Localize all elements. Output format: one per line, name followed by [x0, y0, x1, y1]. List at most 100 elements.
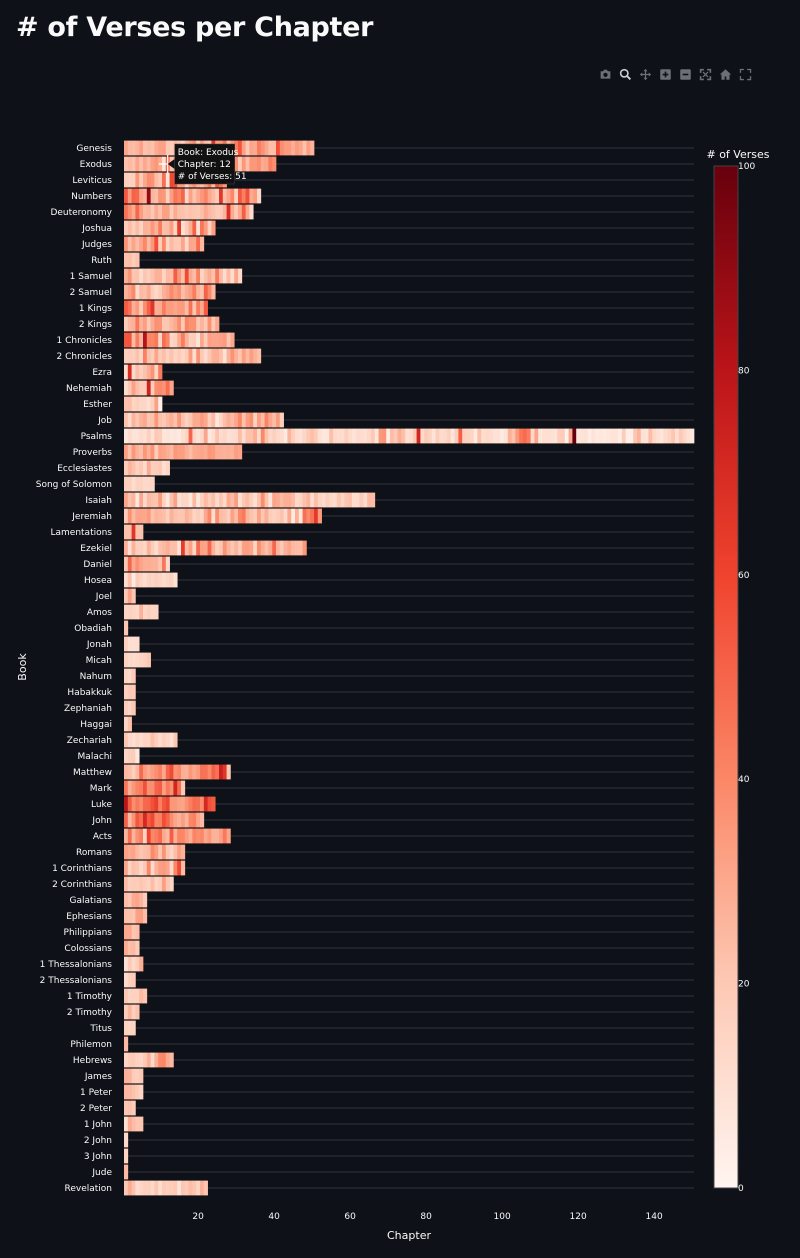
heatmap-cell[interactable]	[135, 428, 140, 444]
heatmap-cell[interactable]	[184, 220, 189, 236]
heatmap-cell[interactable]	[146, 204, 151, 220]
heatmap-cell[interactable]	[150, 220, 155, 236]
heatmap-cell[interactable]	[253, 156, 258, 172]
heatmap-cell[interactable]	[135, 364, 140, 380]
heatmap-cell[interactable]	[131, 252, 136, 268]
heatmap-cell[interactable]	[139, 764, 144, 780]
heatmap-cell[interactable]	[131, 1068, 136, 1084]
heatmap-cell[interactable]	[165, 556, 170, 572]
heatmap-cell[interactable]	[131, 1116, 136, 1132]
heatmap-cell[interactable]	[158, 1180, 163, 1196]
heatmap-cell[interactable]	[184, 300, 189, 316]
heatmap-cell[interactable]	[127, 924, 132, 940]
heatmap-cell[interactable]	[203, 444, 208, 460]
heatmap-cell[interactable]	[131, 652, 136, 668]
heatmap-cell[interactable]	[158, 876, 163, 892]
heatmap-cell[interactable]	[203, 300, 208, 316]
heatmap-cell[interactable]	[257, 412, 262, 428]
heatmap-cell[interactable]	[143, 476, 148, 492]
heatmap-cell[interactable]	[200, 796, 205, 812]
heatmap-cell[interactable]	[135, 1052, 140, 1068]
heatmap-cell[interactable]	[150, 204, 155, 220]
heatmap-cell[interactable]	[131, 892, 136, 908]
heatmap-cell[interactable]	[162, 316, 167, 332]
heatmap-cell[interactable]	[572, 428, 577, 444]
heatmap-cell[interactable]	[173, 188, 178, 204]
heatmap-cell[interactable]	[150, 828, 155, 844]
heatmap-cell[interactable]	[181, 540, 186, 556]
heatmap-cell[interactable]	[184, 188, 189, 204]
heatmap-cell[interactable]	[124, 748, 129, 764]
heatmap-cell[interactable]	[150, 556, 155, 572]
heatmap-cell[interactable]	[154, 220, 159, 236]
heatmap-cell[interactable]	[454, 428, 459, 444]
heatmap-cell[interactable]	[287, 492, 292, 508]
heatmap-cell[interactable]	[177, 828, 182, 844]
heatmap-cell[interactable]	[131, 1100, 136, 1116]
heatmap-cell[interactable]	[192, 540, 197, 556]
heatmap-cell[interactable]	[127, 348, 132, 364]
heatmap-cell[interactable]	[124, 220, 129, 236]
heatmap-cell[interactable]	[215, 540, 220, 556]
heatmap-cell[interactable]	[146, 844, 151, 860]
heatmap-cell[interactable]	[154, 572, 159, 588]
heatmap-cell[interactable]	[507, 428, 512, 444]
heatmap-cell[interactable]	[124, 1084, 129, 1100]
heatmap-cell[interactable]	[150, 860, 155, 876]
heatmap-cell[interactable]	[146, 652, 151, 668]
heatmap-cell[interactable]	[219, 428, 224, 444]
heatmap-cell[interactable]	[169, 204, 174, 220]
heatmap-cell[interactable]	[382, 428, 387, 444]
heatmap-cell[interactable]	[264, 156, 269, 172]
heatmap-cell[interactable]	[241, 540, 246, 556]
heatmap-cell[interactable]	[165, 572, 170, 588]
heatmap-cell[interactable]	[462, 428, 467, 444]
heatmap-cell[interactable]	[177, 316, 182, 332]
heatmap-cell[interactable]	[184, 540, 189, 556]
heatmap-cell[interactable]	[355, 492, 360, 508]
heatmap-cell[interactable]	[177, 188, 182, 204]
heatmap-cell[interactable]	[192, 204, 197, 220]
heatmap-cell[interactable]	[150, 796, 155, 812]
heatmap-cell[interactable]	[169, 412, 174, 428]
heatmap-cell[interactable]	[230, 492, 235, 508]
heatmap-cell[interactable]	[188, 348, 193, 364]
heatmap-cell[interactable]	[165, 220, 170, 236]
heatmap-cell[interactable]	[173, 428, 178, 444]
heatmap-cell[interactable]	[211, 764, 216, 780]
heatmap-cell[interactable]	[656, 428, 661, 444]
heatmap-cell[interactable]	[150, 604, 155, 620]
heatmap-cell[interactable]	[165, 540, 170, 556]
heatmap-cell[interactable]	[154, 316, 159, 332]
heatmap-cell[interactable]	[181, 796, 186, 812]
heatmap-cell[interactable]	[131, 812, 136, 828]
heatmap-cell[interactable]	[188, 204, 193, 220]
heatmap-cell[interactable]	[143, 332, 148, 348]
heatmap-cell[interactable]	[154, 460, 159, 476]
heatmap-cell[interactable]	[173, 300, 178, 316]
heatmap-cell[interactable]	[143, 1180, 148, 1196]
heatmap-cell[interactable]	[215, 412, 220, 428]
heatmap-cell[interactable]	[557, 428, 562, 444]
heatmap-cell[interactable]	[124, 508, 129, 524]
heatmap-cell[interactable]	[150, 540, 155, 556]
heatmap-cell[interactable]	[203, 284, 208, 300]
heatmap-cell[interactable]	[196, 764, 201, 780]
heatmap-cell[interactable]	[173, 220, 178, 236]
heatmap-cell[interactable]	[230, 444, 235, 460]
heatmap-cell[interactable]	[181, 1180, 186, 1196]
heatmap-cell[interactable]	[165, 428, 170, 444]
heatmap-cell[interactable]	[139, 908, 144, 924]
heatmap-cell[interactable]	[272, 540, 277, 556]
heatmap-cell[interactable]	[196, 268, 201, 284]
heatmap-cell[interactable]	[127, 764, 132, 780]
heatmap-cell[interactable]	[249, 188, 254, 204]
heatmap-cell[interactable]	[139, 860, 144, 876]
heatmap-cell[interactable]	[127, 332, 132, 348]
heatmap-cell[interactable]	[203, 508, 208, 524]
heatmap-cell[interactable]	[143, 780, 148, 796]
heatmap-cell[interactable]	[245, 540, 250, 556]
heatmap-cell[interactable]	[143, 316, 148, 332]
heatmap-cell[interactable]	[184, 828, 189, 844]
heatmap-cell[interactable]	[203, 492, 208, 508]
